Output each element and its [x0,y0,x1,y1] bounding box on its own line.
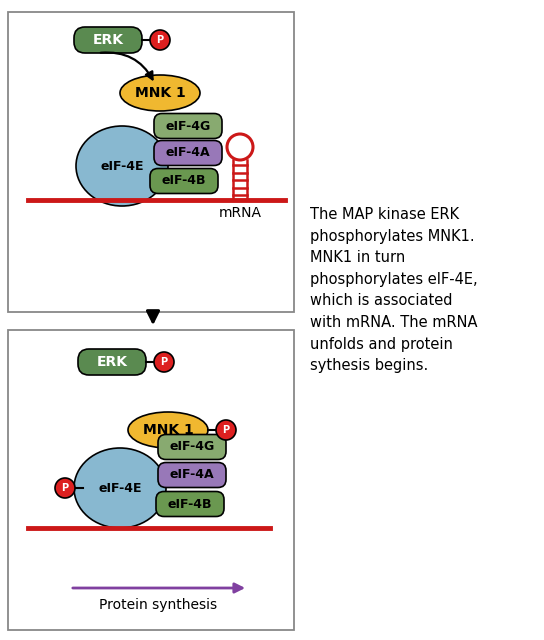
Bar [8,330,294,630]
Text: P: P [160,357,168,367]
Text: ERK: ERK [96,355,127,369]
Text: P: P [61,483,69,493]
FancyBboxPatch shape [74,27,142,53]
FancyBboxPatch shape [158,463,226,488]
Text: MNK 1: MNK 1 [134,86,186,100]
Text: eIF-4E: eIF-4E [100,159,144,173]
Ellipse shape [74,448,166,528]
Text: The MAP kinase ERK
phosphorylates MNK1.
MNK1 in turn
phosphorylates eIF-4E,
whic: The MAP kinase ERK phosphorylates MNK1. … [310,207,478,373]
Text: MNK 1: MNK 1 [143,423,193,437]
Text: ERK: ERK [92,33,123,47]
Text: eIF-4E: eIF-4E [98,481,142,495]
FancyArrowPatch shape [101,52,152,79]
Text: Protein synthesis: Protein synthesis [99,598,217,612]
Ellipse shape [120,75,200,111]
Bar [8,12,294,312]
FancyBboxPatch shape [78,349,146,375]
Circle shape [55,478,75,498]
Text: eIF-4A: eIF-4A [170,468,214,481]
Text: mRNA: mRNA [219,206,262,220]
Ellipse shape [76,126,168,206]
Text: eIF-4B: eIF-4B [168,497,212,511]
FancyBboxPatch shape [154,113,222,138]
FancyBboxPatch shape [156,492,224,516]
Circle shape [154,352,174,372]
Circle shape [227,134,253,160]
Text: P: P [222,425,230,435]
Text: eIF-4G: eIF-4G [169,440,215,454]
Text: eIF-4A: eIF-4A [166,147,211,159]
Text: P: P [157,35,164,45]
Circle shape [150,30,170,50]
FancyBboxPatch shape [158,435,226,460]
Ellipse shape [128,412,208,448]
Circle shape [216,420,236,440]
FancyBboxPatch shape [150,168,218,193]
Text: eIF-4B: eIF-4B [162,175,206,188]
Text: eIF-4G: eIF-4G [165,120,211,132]
FancyBboxPatch shape [154,141,222,166]
